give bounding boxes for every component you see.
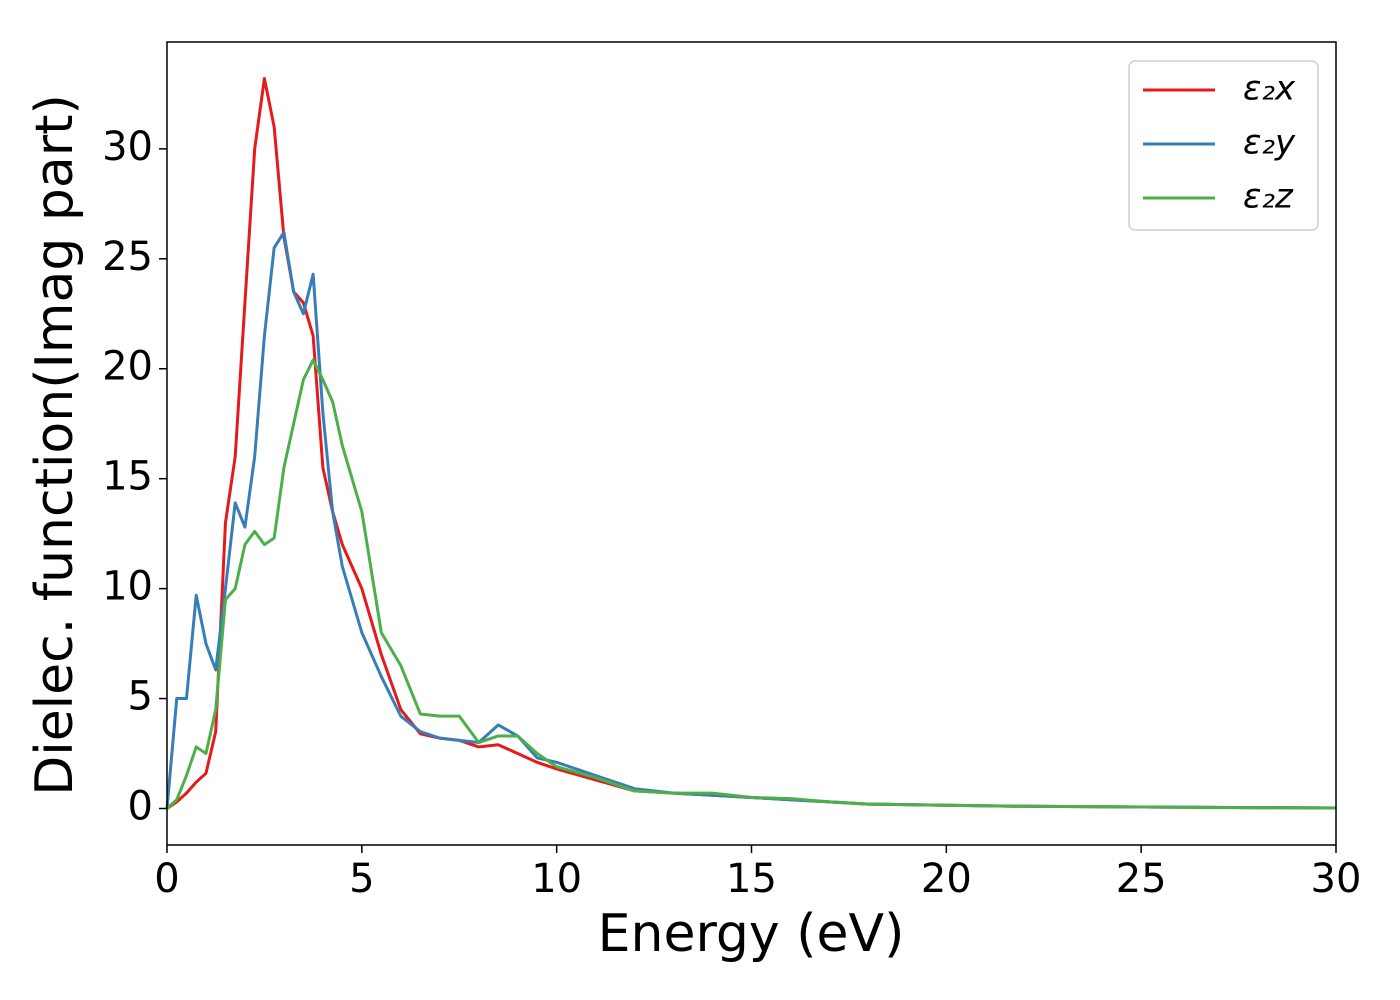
legend-label: ε₂z <box>1243 177 1294 217</box>
data-line <box>165 230 1337 810</box>
x-tick-label: 0 <box>154 856 179 902</box>
y-tick-label: 15 <box>102 454 153 500</box>
y-tick-label: 30 <box>102 124 153 170</box>
x-tick-label: 25 <box>1116 856 1167 902</box>
x-axis-label: Energy (eV) <box>598 904 905 964</box>
y-tick-label: 20 <box>102 344 153 390</box>
legend-label: ε₂y <box>1243 123 1296 163</box>
legend-box <box>1128 60 1319 231</box>
x-tick-label: 10 <box>531 856 582 902</box>
data-line <box>165 358 1337 810</box>
legend-label: ε₂x <box>1243 69 1296 109</box>
x-tick-label: 5 <box>349 856 374 902</box>
x-tick-label: 15 <box>726 856 777 902</box>
y-tick-label: 5 <box>128 674 153 720</box>
x-tick-label: 20 <box>921 856 972 902</box>
y-tick-label: 10 <box>102 564 153 610</box>
y-tick-label: 0 <box>128 784 153 830</box>
x-tick-label: 30 <box>1311 856 1362 902</box>
y-tick-label: 25 <box>102 234 153 280</box>
y-axis-label: Dielec. function(Imag part) <box>25 94 85 796</box>
